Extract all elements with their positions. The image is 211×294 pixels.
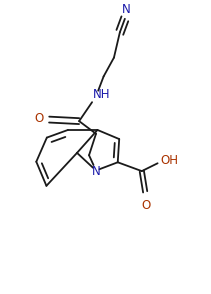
Text: O: O [142, 199, 151, 212]
Text: N: N [92, 165, 100, 178]
Text: O: O [34, 112, 43, 125]
Text: N: N [122, 3, 131, 16]
Text: NH: NH [93, 88, 111, 101]
Text: OH: OH [160, 154, 178, 167]
